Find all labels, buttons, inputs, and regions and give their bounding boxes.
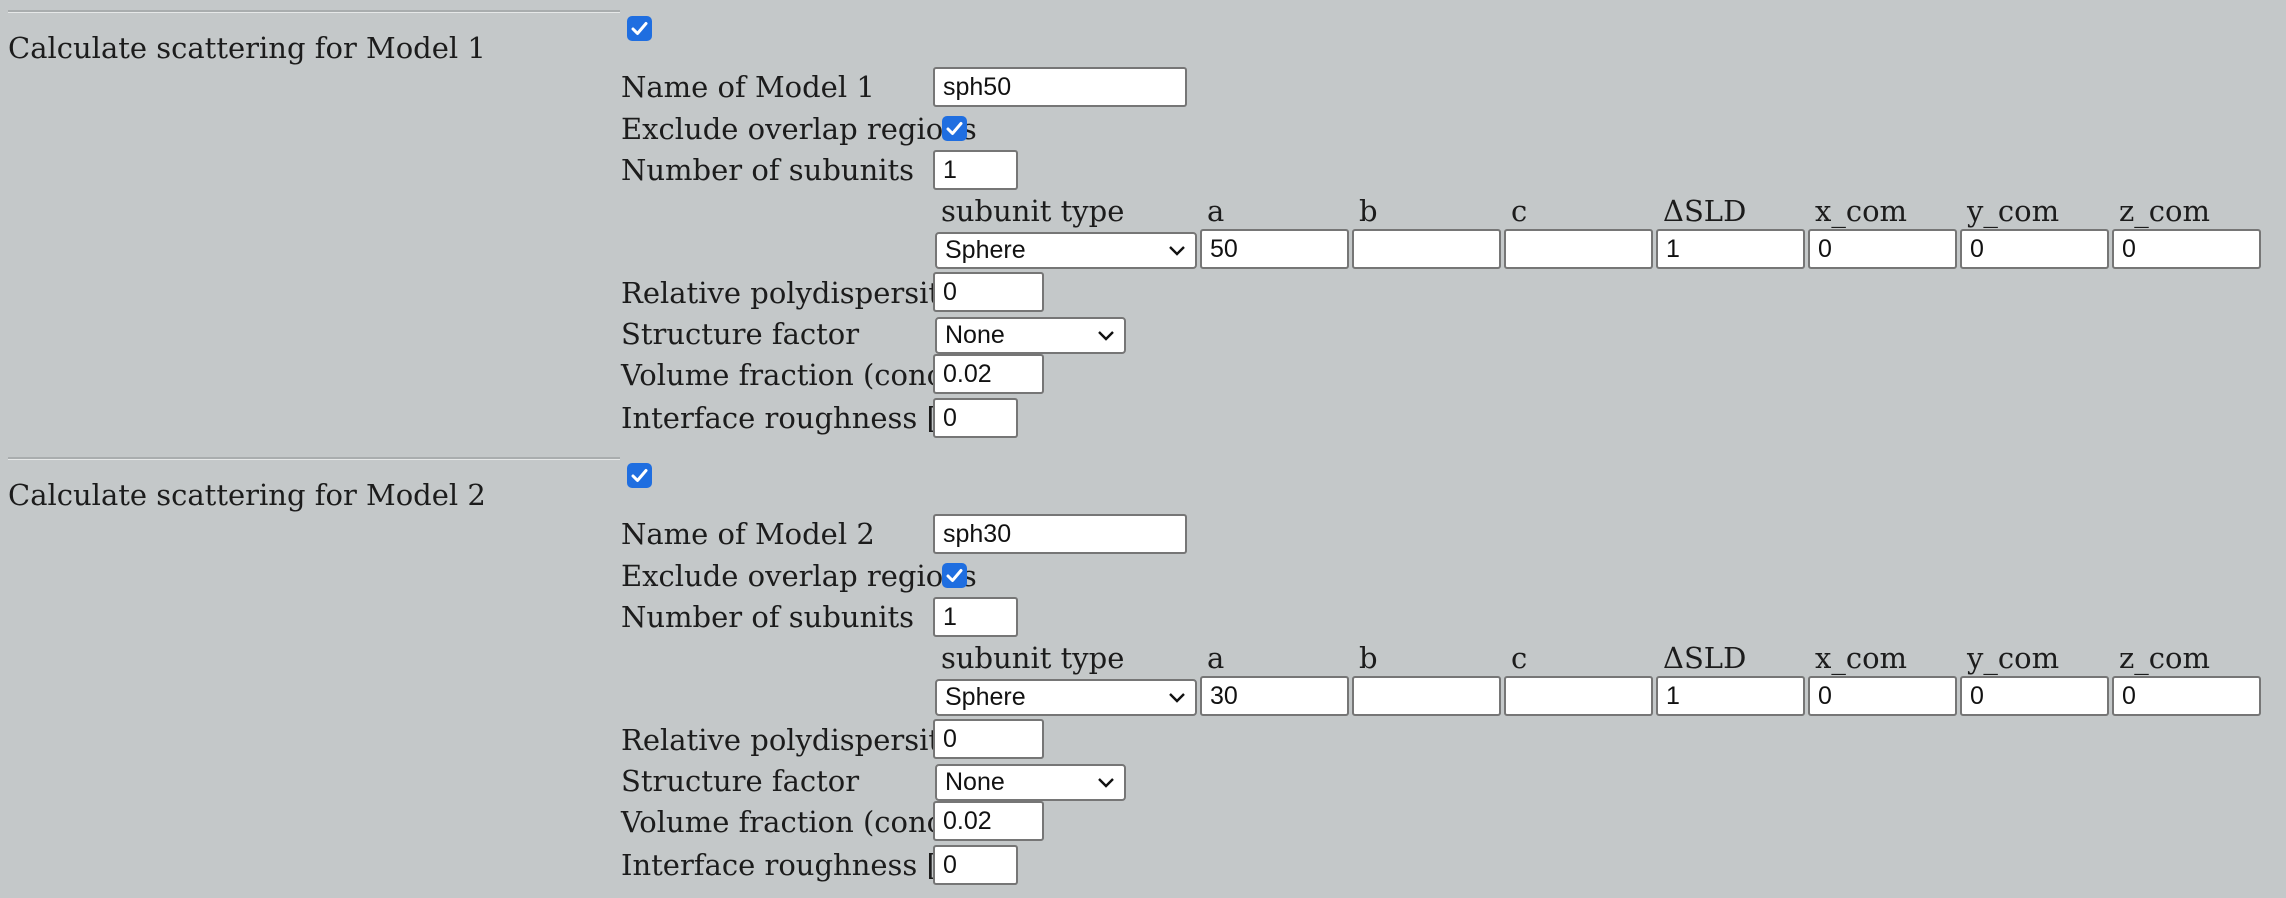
calculate-model-1-checkbox[interactable] bbox=[627, 16, 652, 41]
col-z-com: z_com bbox=[2119, 194, 2210, 228]
number-subunits-label: Number of subunits bbox=[621, 153, 915, 187]
subunit-type-select[interactable]: Sphere bbox=[935, 679, 1197, 716]
subunit-b-input[interactable] bbox=[1352, 676, 1501, 716]
model-name-label: Name of Model 1 bbox=[621, 70, 875, 104]
polydispersity-label: Relative polydispersity bbox=[621, 276, 957, 310]
checkmark-icon bbox=[631, 22, 648, 35]
subunit-z-com-input[interactable]: 0 bbox=[2112, 676, 2261, 716]
subunit-type-select[interactable]: Sphere bbox=[935, 232, 1197, 269]
exclude-overlap-checkbox[interactable] bbox=[942, 563, 967, 588]
interface-roughness-input[interactable]: 0 bbox=[933, 398, 1018, 438]
exclude-overlap-label: Exclude overlap regions bbox=[621, 559, 977, 593]
interface-roughness-label: Interface roughness [Å] bbox=[621, 848, 971, 882]
volume-fraction-input[interactable]: 0.02 bbox=[933, 354, 1044, 394]
subunit-b-input[interactable] bbox=[1352, 229, 1501, 269]
col-z-com: z_com bbox=[2119, 641, 2210, 675]
col-b: b bbox=[1359, 641, 1378, 675]
interface-roughness-input[interactable]: 0 bbox=[933, 845, 1018, 885]
col-dsld: ΔSLD bbox=[1663, 641, 1747, 675]
col-subunit-type: subunit type bbox=[941, 194, 1125, 228]
subunit-a-input[interactable]: 30 bbox=[1200, 676, 1349, 716]
col-b: b bbox=[1359, 194, 1378, 228]
model-1-section: Calculate scattering for Model 1 Name of… bbox=[0, 0, 2286, 447]
polydispersity-label: Relative polydispersity bbox=[621, 723, 957, 757]
calculate-model-2-checkbox[interactable] bbox=[627, 463, 652, 488]
section-title: Calculate scattering for Model 2 bbox=[8, 478, 486, 512]
subunit-x-com-input[interactable]: 0 bbox=[1808, 229, 1957, 269]
model-name-label: Name of Model 2 bbox=[621, 517, 875, 551]
checkmark-icon bbox=[946, 122, 963, 135]
subunit-type-value: Sphere bbox=[945, 236, 1026, 264]
col-dsld: ΔSLD bbox=[1663, 194, 1747, 228]
volume-fraction-label: Volume fraction (conc) bbox=[621, 805, 955, 839]
structure-factor-select[interactable]: None bbox=[935, 317, 1126, 354]
number-subunits-input[interactable]: 1 bbox=[933, 150, 1018, 190]
exclude-overlap-checkbox[interactable] bbox=[942, 116, 967, 141]
subunit-x-com-input[interactable]: 0 bbox=[1808, 676, 1957, 716]
col-x-com: x_com bbox=[1815, 641, 1908, 675]
subunit-z-com-input[interactable]: 0 bbox=[2112, 229, 2261, 269]
chevron-down-icon bbox=[1169, 693, 1185, 703]
exclude-overlap-label: Exclude overlap regions bbox=[621, 112, 977, 146]
col-subunit-type: subunit type bbox=[941, 641, 1125, 675]
subunit-dsld-input[interactable]: 1 bbox=[1656, 229, 1805, 269]
subunit-a-input[interactable]: 50 bbox=[1200, 229, 1349, 269]
polydispersity-input[interactable]: 0 bbox=[933, 719, 1044, 759]
col-x-com: x_com bbox=[1815, 194, 1908, 228]
volume-fraction-input[interactable]: 0.02 bbox=[933, 801, 1044, 841]
structure-factor-label: Structure factor bbox=[621, 764, 860, 798]
structure-factor-select[interactable]: None bbox=[935, 764, 1126, 801]
subunit-y-com-input[interactable]: 0 bbox=[1960, 676, 2109, 716]
model-name-input[interactable]: sph30 bbox=[933, 514, 1187, 554]
subunit-dsld-input[interactable]: 1 bbox=[1656, 676, 1805, 716]
chevron-down-icon bbox=[1098, 331, 1114, 341]
structure-factor-value: None bbox=[945, 321, 1005, 349]
col-y-com: y_com bbox=[1967, 194, 2060, 228]
chevron-down-icon bbox=[1169, 246, 1185, 256]
col-c: c bbox=[1511, 194, 1528, 228]
model-name-input[interactable]: sph50 bbox=[933, 67, 1187, 107]
col-a: a bbox=[1207, 194, 1225, 228]
section-divider bbox=[8, 10, 620, 13]
subunit-type-value: Sphere bbox=[945, 683, 1026, 711]
structure-factor-value: None bbox=[945, 768, 1005, 796]
volume-fraction-label: Volume fraction (conc) bbox=[621, 358, 955, 392]
structure-factor-label: Structure factor bbox=[621, 317, 860, 351]
checkmark-icon bbox=[946, 569, 963, 582]
subunit-y-com-input[interactable]: 0 bbox=[1960, 229, 2109, 269]
chevron-down-icon bbox=[1098, 778, 1114, 788]
number-subunits-label: Number of subunits bbox=[621, 600, 915, 634]
number-subunits-input[interactable]: 1 bbox=[933, 597, 1018, 637]
section-divider bbox=[8, 457, 620, 460]
subunit-c-input[interactable] bbox=[1504, 676, 1653, 716]
model-2-section: Calculate scattering for Model 2 Name of… bbox=[0, 447, 2286, 894]
interface-roughness-label: Interface roughness [Å] bbox=[621, 401, 971, 435]
col-a: a bbox=[1207, 641, 1225, 675]
col-c: c bbox=[1511, 641, 1528, 675]
polydispersity-input[interactable]: 0 bbox=[933, 272, 1044, 312]
subunit-c-input[interactable] bbox=[1504, 229, 1653, 269]
checkmark-icon bbox=[631, 469, 648, 482]
col-y-com: y_com bbox=[1967, 641, 2060, 675]
section-title: Calculate scattering for Model 1 bbox=[8, 31, 486, 65]
